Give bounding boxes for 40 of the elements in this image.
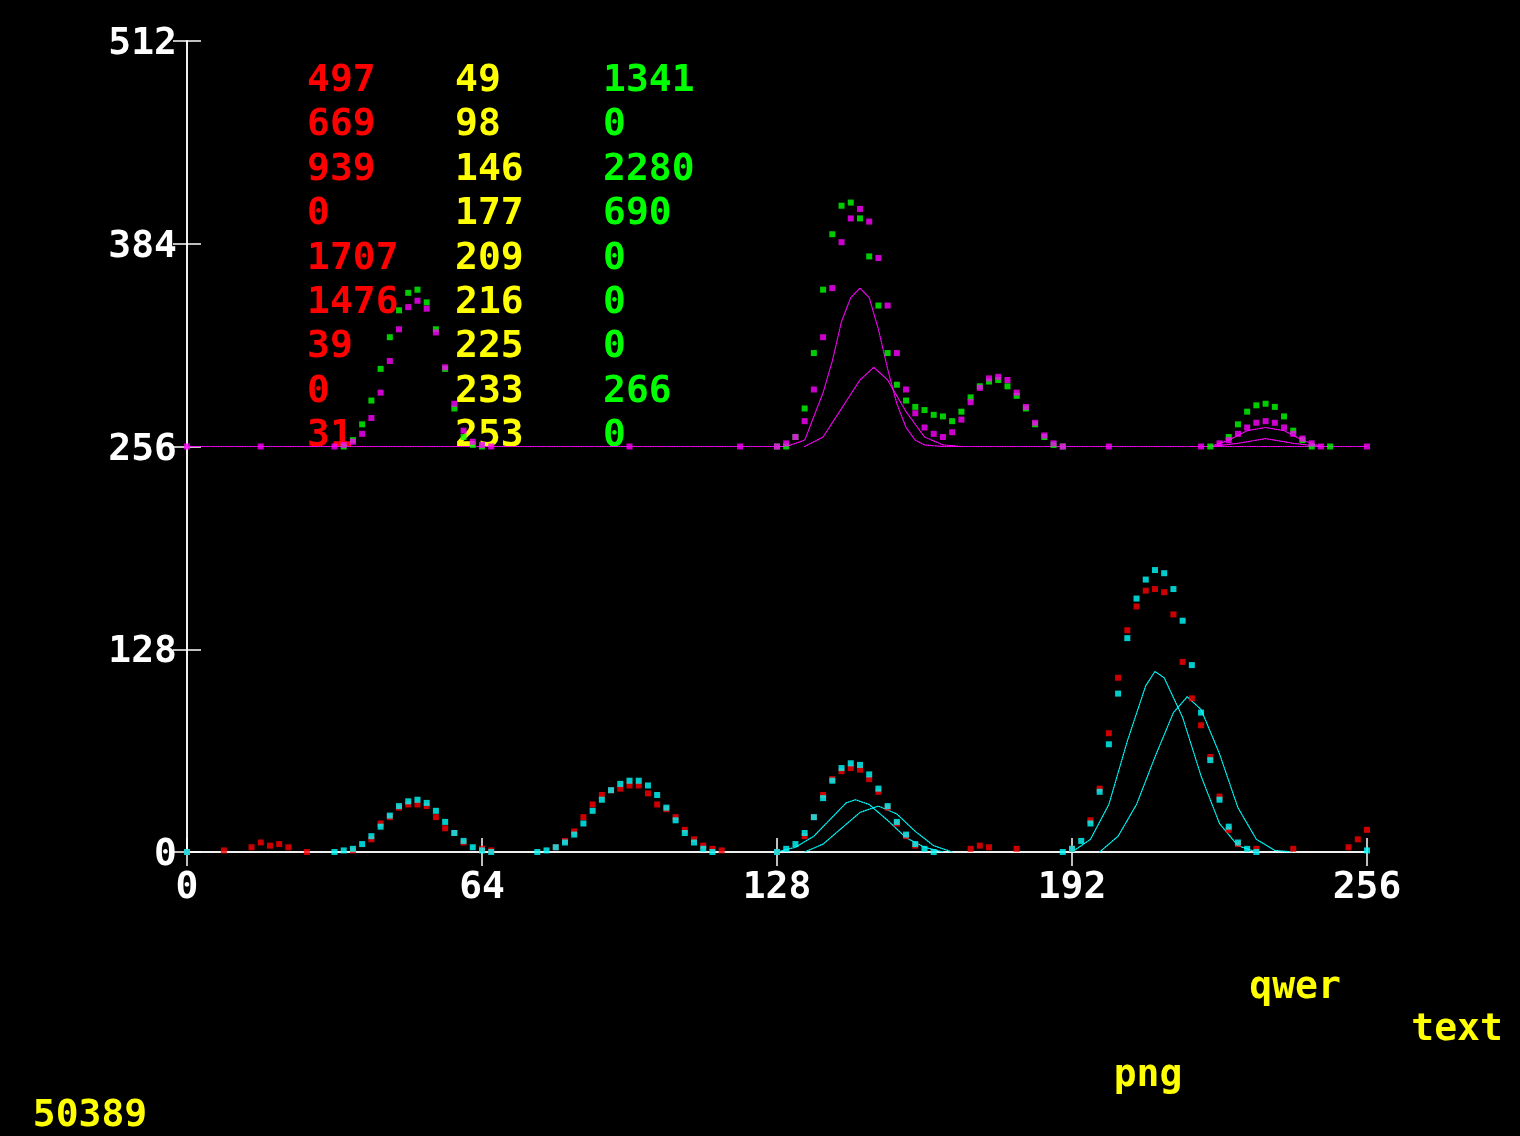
annotation: 0	[603, 233, 626, 278]
annotation: 233	[455, 366, 524, 411]
text: 50389	[32, 1091, 148, 1135]
x-tick-label: 128	[742, 863, 812, 907]
annotation: 49	[455, 56, 501, 100]
annotation: 0	[307, 189, 330, 234]
annotation: 209	[455, 233, 524, 278]
annotation: 669	[307, 100, 376, 145]
x-tick-label: 192	[1037, 863, 1107, 907]
annotation: 1707	[307, 233, 399, 278]
annotation: 0	[603, 278, 626, 322]
annotation: 0	[603, 411, 626, 456]
text: png	[1113, 1051, 1183, 1095]
y-tick-label: 384	[108, 221, 177, 266]
annotation: 939	[307, 144, 376, 189]
y-tick-label: 256	[108, 424, 177, 469]
annotation: 497	[307, 56, 376, 100]
annotation: 39	[307, 322, 353, 367]
annotation: 2280	[603, 144, 695, 189]
annotation: 1476	[307, 278, 399, 322]
y-tick-label: 0	[154, 830, 177, 874]
annotation: 98	[455, 100, 501, 145]
annotation: 146	[455, 144, 524, 189]
annotation: 225	[455, 322, 524, 367]
annotation: 266	[603, 366, 672, 411]
annotation: 216	[455, 278, 524, 322]
x-tick-label: 256	[1332, 863, 1402, 907]
annotation: 690	[603, 189, 672, 234]
annotation: 1341	[603, 56, 695, 100]
y-tick-label: 128	[108, 627, 177, 672]
y-tick-label: 512	[108, 19, 177, 63]
annotation: 0	[603, 100, 626, 145]
annotation: 0	[307, 366, 330, 411]
annotation: 253	[455, 411, 524, 456]
x-tick-label: 64	[459, 863, 505, 907]
annotation: 177	[455, 189, 524, 234]
annotation: 31	[307, 411, 353, 456]
annotation: 0	[603, 322, 626, 367]
text: text	[1411, 1005, 1503, 1049]
text: qwer	[1249, 963, 1341, 1007]
